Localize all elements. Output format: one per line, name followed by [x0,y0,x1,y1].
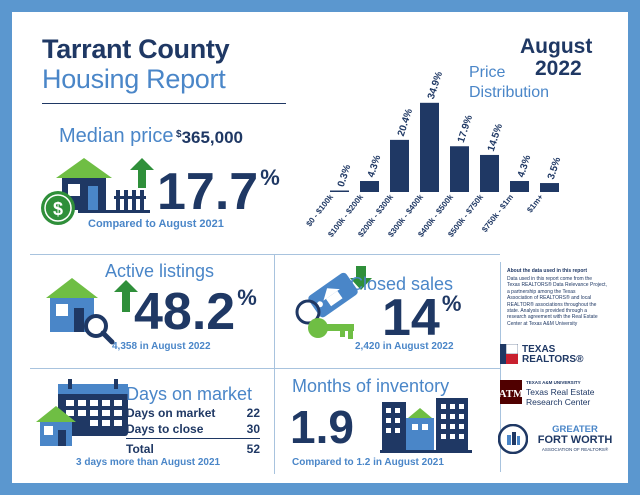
closed-change-number: 14 [382,289,440,347]
report-year: 2022 [535,57,582,80]
about-line: a partnership among the Texas [507,288,576,295]
price-bar [480,154,499,192]
price-category-label: $1m+ [525,192,545,214]
price-bar-value-label: 14.5% [486,122,505,152]
price-bar [330,190,349,192]
texas-realtors-line2: REALTORS® [522,354,584,365]
days-row-name: Days on market [126,406,216,420]
closed-sales-sub: 2,420 in August 2022 [355,341,454,352]
total-value: 52 [246,442,260,456]
days-sub: 3 days more than August 2021 [76,457,221,468]
key-tag-icon [295,266,372,339]
price-bar [420,102,439,192]
median-change-number: 17.7 [157,163,259,221]
about-line: research agreement with the Real Estate [507,314,598,321]
active-change-number: 48.2 [134,283,236,341]
inventory-sub: Compared to 1.2 in August 2021 [292,457,444,468]
active-listings-sub: 4,358 in August 2022 [112,341,211,352]
about-line: Association of REALTORS® and local [507,295,592,302]
about-line: Center at Texas A&M University [507,320,578,327]
price-bar [450,146,469,192]
tamu-logo: ATM TEXAS A&M UNIVERSITY Texas Real Esta… [500,378,620,410]
divider-sidebar [500,262,501,472]
close-row-name: Days to close [126,422,204,436]
tamu-line1: Texas Real Estate [526,387,595,397]
texas-flag-icon [500,344,518,364]
gfw-logo: GREATER FORT WORTH ASSOCIATION OF REALTO… [498,422,622,462]
svg-text:ATM: ATM [500,388,522,400]
price-bar [390,139,409,192]
price-bar-value-label: 4.3% [516,154,534,179]
gfw-line3: ASSOCIATION OF REALTORS® [541,447,609,452]
active-change-unit: % [237,285,257,310]
median-price-symbol: $ [176,129,182,140]
about-heading: About the data used in this report [507,268,588,274]
closed-change-unit: % [441,291,462,316]
price-category-label: $0 - $100k [304,192,335,228]
median-comparison: Compared to August 2021 [88,218,224,230]
median-price-change: 17.7% [157,162,280,222]
report-title-line2: Housing Report [42,64,226,94]
report-month: August [520,35,593,58]
gfw-line1: GREATER [552,424,598,435]
texas-realtors-line1: TEXAS [522,344,556,355]
svg-text:$: $ [53,199,63,219]
price-distribution-title-line2: Distribution [469,84,550,101]
active-listings-label: Active listings [105,261,215,281]
price-bar-value-label: 17.9% [456,114,475,144]
about-line: REALTOR® associations throughout the [507,301,597,308]
price-bar [510,181,529,192]
days-on-market-label: Days on market [126,384,253,404]
about-line: state. Analysis is provided through a [507,308,588,315]
house-money-icon: $ [41,158,154,225]
tamu-university: TEXAS A&M UNIVERSITY [526,380,581,385]
inventory-value: 1.9 [290,401,354,453]
median-price-label: Median price [59,125,174,147]
report-title-line1: Tarrant County [42,34,230,64]
price-category-label: $750k - $1m [480,193,515,234]
close-row-value: 30 [246,422,260,436]
buildings-icon [380,398,472,453]
total-label: Total [126,442,154,456]
price-bar-value-label: 34.9% [426,72,445,101]
price-bar-value-label: 0.3% [336,163,354,188]
tamu-line2: Research Center [526,397,591,407]
calendar-house-icon [36,379,128,446]
price-bar-value-label: 4.3% [366,154,384,179]
title-divider [42,103,286,104]
inventory-label: Months of inventory [292,376,450,396]
total-rule [126,438,260,439]
price-distribution-title-line1: Price [469,64,506,81]
median-price-value: $365,000 [176,128,243,148]
divider-vertical [274,254,275,474]
divider-bottom [30,368,500,369]
days-row-value: 22 [246,406,260,420]
gfw-line2: FORT WORTH [537,434,613,446]
about-line: Data used in this report come from the [507,276,593,282]
report-card: Tarrant County Housing Report August 202… [12,12,628,483]
price-bar [360,181,379,192]
price-bar-value-label: 20.4% [396,107,415,137]
tamu-mark-icon: ATM [500,380,522,404]
about-text: Data used in this report come from the T… [507,276,617,327]
about-line: Texas REALTORS® Data Relevance Project, [507,282,607,289]
median-price-number: 365,000 [181,128,244,147]
price-bar-value-label: 3.5% [546,156,564,181]
closed-sales-label: Closed sales [350,274,454,294]
price-bar [540,183,559,192]
gfw-emblem-icon [498,424,528,454]
closed-sales-change: 14% [382,288,461,348]
median-change-unit: % [260,165,280,190]
divider-middle [30,254,500,255]
active-listings-change: 48.2% [134,282,257,342]
house-magnifier-icon [46,278,138,345]
texas-realtors-logo: TEXAS REALTORS® [500,342,610,368]
